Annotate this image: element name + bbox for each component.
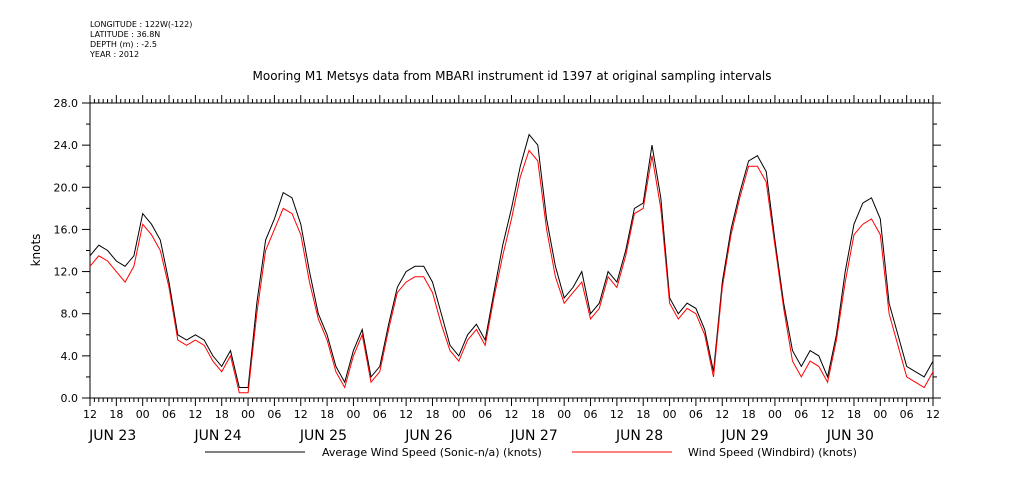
y-tick-label: 8.0 [61,308,79,321]
y-tick-label: 12.0 [54,266,79,279]
x-tick-label: 18 [847,408,861,421]
x-day-label: JUN 23 [88,428,136,444]
x-tick-label: 12 [821,408,835,421]
x-tick-label: 00 [663,408,677,421]
x-tick-label: 18 [636,408,650,421]
x-day-label: JUN 24 [194,428,242,444]
x-day-label: JUN 30 [826,428,874,444]
x-tick-label: 06 [373,408,387,421]
y-tick-label: 28.0 [54,97,79,110]
x-tick-label: 12 [188,408,202,421]
x-tick-label: 18 [425,408,439,421]
station-metadata: LONGITUDE : 122W(-122) LATITUDE : 36.8N … [90,20,192,60]
x-tick-label: 06 [794,408,808,421]
x-tick-label: 06 [267,408,281,421]
x-tick-label: 18 [215,408,229,421]
x-tick-label: 12 [399,408,413,421]
legend: Average Wind Speed (Sonic-n/a) (knots) W… [205,446,857,459]
x-day-label: JUN 28 [615,428,663,444]
y-tick-label: 20.0 [54,181,79,194]
x-tick-label: 00 [557,408,571,421]
y-tick-label: 0.0 [61,392,79,405]
x-tick-label: 12 [83,408,97,421]
x-tick-label: 12 [926,408,940,421]
x-tick-label: 12 [505,408,519,421]
legend-label-windbird: Wind Speed (Windbird) (knots) [688,446,857,459]
chart-title: Mooring M1 Metsys data from MBARI instru… [253,69,772,83]
x-tick-label: 18 [109,408,123,421]
plot-frame [89,102,934,399]
y-tick-label: 4.0 [61,350,79,363]
x-tick-label: 12 [610,408,624,421]
x-tick-label: 00 [768,408,782,421]
x-tick-label: 12 [294,408,308,421]
y-axis: 0.0 4.0 8.0 12.0 16.0 20.0 24.0 28.0 [54,97,941,405]
x-axis: 12 18 00 06 12 18 00 06 12 18 00 06 12 18 00 06 12 18 00 06… [83,95,940,444]
y-tick-label: 24.0 [54,139,79,152]
x-tick-label: 00 [452,408,466,421]
y-axis-label: knots [29,234,43,267]
latitude-label: LATITUDE : 36.8N [90,30,161,39]
x-day-label: JUN 29 [720,428,768,444]
longitude-label: LONGITUDE : 122W(-122) [90,20,193,29]
x-tick-label: 06 [584,408,598,421]
x-tick-label: 00 [873,408,887,421]
x-tick-label: 06 [162,408,176,421]
x-tick-label: 00 [241,408,255,421]
x-tick-label: 00 [136,408,150,421]
x-tick-label: 12 [715,408,729,421]
x-day-label: JUN 26 [404,428,452,444]
x-tick-label: 06 [689,408,703,421]
x-tick-label: 18 [742,408,756,421]
y-tick-label: 16.0 [54,223,79,236]
series-layer [89,133,934,394]
x-day-label: JUN 27 [510,428,558,444]
x-tick-label: 06 [478,408,492,421]
x-tick-label: 00 [346,408,360,421]
depth-label: DEPTH (m) : -2.5 [90,40,157,49]
x-day-label: JUN 25 [299,428,347,444]
series-line-windbird [89,149,934,394]
series-line-avg-wind [89,133,934,388]
x-tick-label: 18 [531,408,545,421]
x-tick-label: 18 [320,408,334,421]
year-label: YEAR : 2012 [90,50,140,59]
legend-label-avg-wind: Average Wind Speed (Sonic-n/a) (knots) [322,446,542,459]
x-tick-label: 06 [900,408,914,421]
